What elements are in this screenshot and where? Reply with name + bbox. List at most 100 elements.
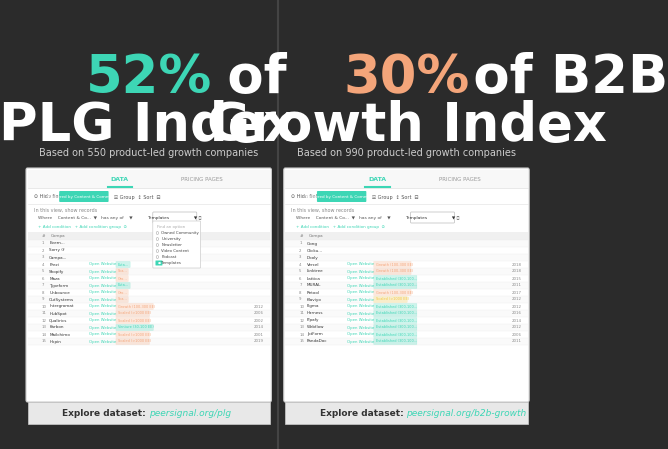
Text: Based on 550 product-led growth companies: Based on 550 product-led growth companie… bbox=[39, 148, 259, 158]
Bar bbox=[27, 232, 270, 240]
Text: Esta...: Esta... bbox=[118, 263, 129, 267]
Text: Growth (100-300 EE): Growth (100-300 EE) bbox=[375, 263, 413, 267]
Text: 2: 2 bbox=[299, 248, 302, 252]
FancyBboxPatch shape bbox=[373, 317, 417, 323]
Text: Venture (30-100 EE): Venture (30-100 EE) bbox=[118, 326, 154, 330]
Text: 2002: 2002 bbox=[254, 318, 264, 322]
Text: 15: 15 bbox=[299, 339, 304, 343]
FancyBboxPatch shape bbox=[284, 168, 529, 402]
Text: Where    Content & Co...  ▼   has any of    ▼: Where Content & Co... ▼ has any of ▼ bbox=[296, 216, 391, 220]
Text: Open Website: Open Website bbox=[347, 304, 374, 308]
Text: In this view, show records: In this view, show records bbox=[291, 207, 355, 212]
Text: Qualtrics: Qualtrics bbox=[49, 318, 67, 322]
Text: 13: 13 bbox=[41, 326, 47, 330]
Text: 4: 4 bbox=[299, 263, 302, 267]
Text: Established (300-100...: Established (300-100... bbox=[375, 304, 417, 308]
Text: Open Website: Open Website bbox=[347, 326, 374, 330]
Text: Open Website: Open Website bbox=[90, 304, 116, 308]
Text: Established (300-100...: Established (300-100... bbox=[375, 312, 417, 316]
Text: Open Website: Open Website bbox=[90, 333, 116, 336]
Text: #: # bbox=[41, 234, 45, 238]
Text: Explore dataset:: Explore dataset: bbox=[62, 409, 149, 418]
Text: 11: 11 bbox=[299, 312, 304, 316]
Text: Evern...: Evern... bbox=[49, 242, 65, 246]
Text: Open Website: Open Website bbox=[347, 339, 374, 343]
Text: ▼ Filtered by Content & Community: ▼ Filtered by Content & Community bbox=[305, 195, 378, 199]
Text: 2012: 2012 bbox=[512, 304, 522, 308]
Bar bbox=[285, 310, 528, 317]
Text: Video Content: Video Content bbox=[161, 249, 189, 253]
Text: 30%: 30% bbox=[343, 52, 470, 104]
Text: Typeform: Typeform bbox=[49, 283, 68, 287]
Text: Open Website: Open Website bbox=[347, 277, 374, 281]
Bar bbox=[27, 296, 270, 303]
FancyBboxPatch shape bbox=[373, 261, 411, 268]
Text: Unbounce: Unbounce bbox=[49, 291, 70, 295]
Text: PRICING PAGES: PRICING PAGES bbox=[439, 177, 481, 182]
Text: Growth Index: Growth Index bbox=[206, 100, 607, 152]
Text: 12: 12 bbox=[41, 318, 47, 322]
Bar bbox=[27, 254, 270, 261]
FancyBboxPatch shape bbox=[116, 317, 150, 323]
Text: In this view, show records: In this view, show records bbox=[33, 207, 97, 212]
Text: Find an option: Find an option bbox=[156, 225, 185, 229]
Bar bbox=[27, 338, 270, 345]
Text: peersignal.org/b2b-growth: peersignal.org/b2b-growth bbox=[406, 409, 527, 418]
Text: 2006: 2006 bbox=[512, 333, 522, 336]
Text: Open Website: Open Website bbox=[347, 269, 374, 273]
FancyBboxPatch shape bbox=[373, 304, 417, 309]
Text: Campa...: Campa... bbox=[49, 255, 67, 260]
Text: University: University bbox=[161, 237, 181, 241]
Text: 3: 3 bbox=[41, 255, 44, 260]
Text: PandaDoc: PandaDoc bbox=[307, 339, 327, 343]
Text: #: # bbox=[299, 234, 303, 238]
Text: Gro...: Gro... bbox=[118, 277, 128, 281]
Text: 2014: 2014 bbox=[254, 326, 264, 330]
FancyBboxPatch shape bbox=[116, 261, 130, 268]
Bar bbox=[27, 282, 270, 289]
Text: Templates                  ▼ 🔒: Templates ▼ 🔒 bbox=[405, 216, 460, 220]
FancyBboxPatch shape bbox=[373, 282, 417, 289]
Text: Mailchimo: Mailchimo bbox=[49, 333, 70, 336]
Text: 4: 4 bbox=[41, 263, 44, 267]
Text: Open Website: Open Website bbox=[347, 291, 374, 295]
Text: Harness: Harness bbox=[307, 312, 323, 316]
Text: Retool: Retool bbox=[307, 291, 320, 295]
Text: Intergromat: Intergromat bbox=[49, 304, 73, 308]
FancyBboxPatch shape bbox=[153, 221, 200, 268]
Bar bbox=[285, 232, 528, 240]
Text: + Add condition   + Add condition group  ⊙: + Add condition + Add condition group ⊙ bbox=[38, 225, 128, 229]
Bar bbox=[285, 282, 528, 289]
Text: 14: 14 bbox=[41, 333, 47, 336]
Text: Compa: Compa bbox=[51, 234, 65, 238]
Text: Gro...: Gro... bbox=[118, 291, 128, 295]
Text: 9: 9 bbox=[41, 298, 44, 301]
Bar bbox=[27, 268, 270, 275]
Text: Open Website: Open Website bbox=[347, 318, 374, 322]
Text: Open Website: Open Website bbox=[90, 263, 116, 267]
Text: Open Website: Open Website bbox=[90, 298, 116, 301]
FancyBboxPatch shape bbox=[373, 276, 417, 282]
Text: ●: ● bbox=[158, 261, 160, 265]
Text: Linktree: Linktree bbox=[307, 269, 323, 273]
Text: 2015: 2015 bbox=[512, 277, 522, 281]
Text: 52%: 52% bbox=[86, 52, 212, 104]
FancyBboxPatch shape bbox=[373, 311, 417, 317]
FancyBboxPatch shape bbox=[373, 331, 417, 338]
Text: Open Website: Open Website bbox=[90, 277, 116, 281]
Text: Explore dataset:: Explore dataset: bbox=[319, 409, 406, 418]
Text: Established (300-100...: Established (300-100... bbox=[375, 333, 417, 336]
Text: Owned Community: Owned Community bbox=[161, 231, 199, 235]
Text: 5: 5 bbox=[299, 269, 301, 273]
Text: Newsletter: Newsletter bbox=[161, 243, 182, 247]
FancyBboxPatch shape bbox=[373, 269, 411, 274]
Text: Open Website: Open Website bbox=[90, 269, 116, 273]
Text: 2018: 2018 bbox=[512, 269, 522, 273]
Text: Open Website: Open Website bbox=[90, 326, 116, 330]
Text: Maza: Maza bbox=[49, 277, 59, 281]
FancyBboxPatch shape bbox=[373, 339, 417, 344]
Text: PRICING PAGES: PRICING PAGES bbox=[181, 177, 223, 182]
Text: Templates                  ▼ 🔒: Templates ▼ 🔒 bbox=[147, 216, 202, 220]
Text: Open Website: Open Website bbox=[347, 312, 374, 316]
FancyBboxPatch shape bbox=[116, 304, 154, 309]
